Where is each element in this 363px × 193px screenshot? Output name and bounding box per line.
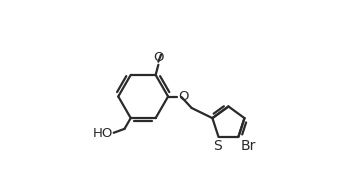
Text: S: S xyxy=(213,140,221,153)
Text: O: O xyxy=(153,51,164,64)
Text: O: O xyxy=(178,90,188,103)
Text: Br: Br xyxy=(240,139,256,153)
Text: HO: HO xyxy=(92,127,113,140)
